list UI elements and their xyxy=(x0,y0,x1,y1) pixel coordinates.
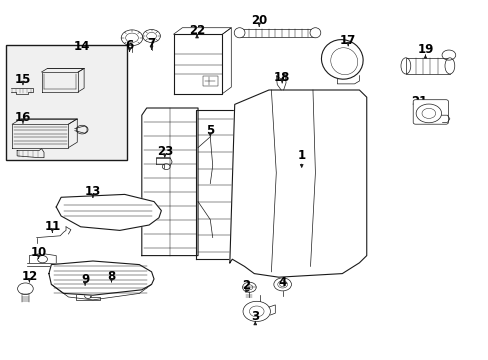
Text: 16: 16 xyxy=(15,111,31,124)
Text: 4: 4 xyxy=(278,276,285,289)
Text: 12: 12 xyxy=(21,270,38,283)
Text: 21: 21 xyxy=(410,95,427,108)
Text: 5: 5 xyxy=(206,124,214,137)
Text: 11: 11 xyxy=(44,220,61,233)
Polygon shape xyxy=(56,194,161,230)
Ellipse shape xyxy=(309,28,320,38)
Bar xyxy=(405,58,449,74)
Ellipse shape xyxy=(234,28,244,38)
Text: 3: 3 xyxy=(251,310,259,323)
Text: 13: 13 xyxy=(84,185,101,198)
Text: 20: 20 xyxy=(250,14,267,27)
Ellipse shape xyxy=(444,58,454,74)
Text: 2: 2 xyxy=(242,279,249,292)
Text: 14: 14 xyxy=(74,40,90,53)
Bar xyxy=(6,45,127,160)
Text: 17: 17 xyxy=(339,34,356,47)
Text: 15: 15 xyxy=(15,73,31,86)
Polygon shape xyxy=(229,90,366,277)
Text: 18: 18 xyxy=(273,71,290,84)
Bar xyxy=(239,29,315,37)
Text: 19: 19 xyxy=(416,43,433,56)
Text: 10: 10 xyxy=(30,246,47,259)
Text: 23: 23 xyxy=(156,145,173,158)
FancyBboxPatch shape xyxy=(412,100,447,124)
Text: 1: 1 xyxy=(297,149,305,162)
Bar xyxy=(203,76,217,86)
Text: 22: 22 xyxy=(188,24,205,37)
Text: 8: 8 xyxy=(107,270,115,283)
Text: 7: 7 xyxy=(147,37,155,50)
Text: 9: 9 xyxy=(81,273,89,286)
Text: 6: 6 xyxy=(125,39,133,52)
Polygon shape xyxy=(49,261,154,295)
